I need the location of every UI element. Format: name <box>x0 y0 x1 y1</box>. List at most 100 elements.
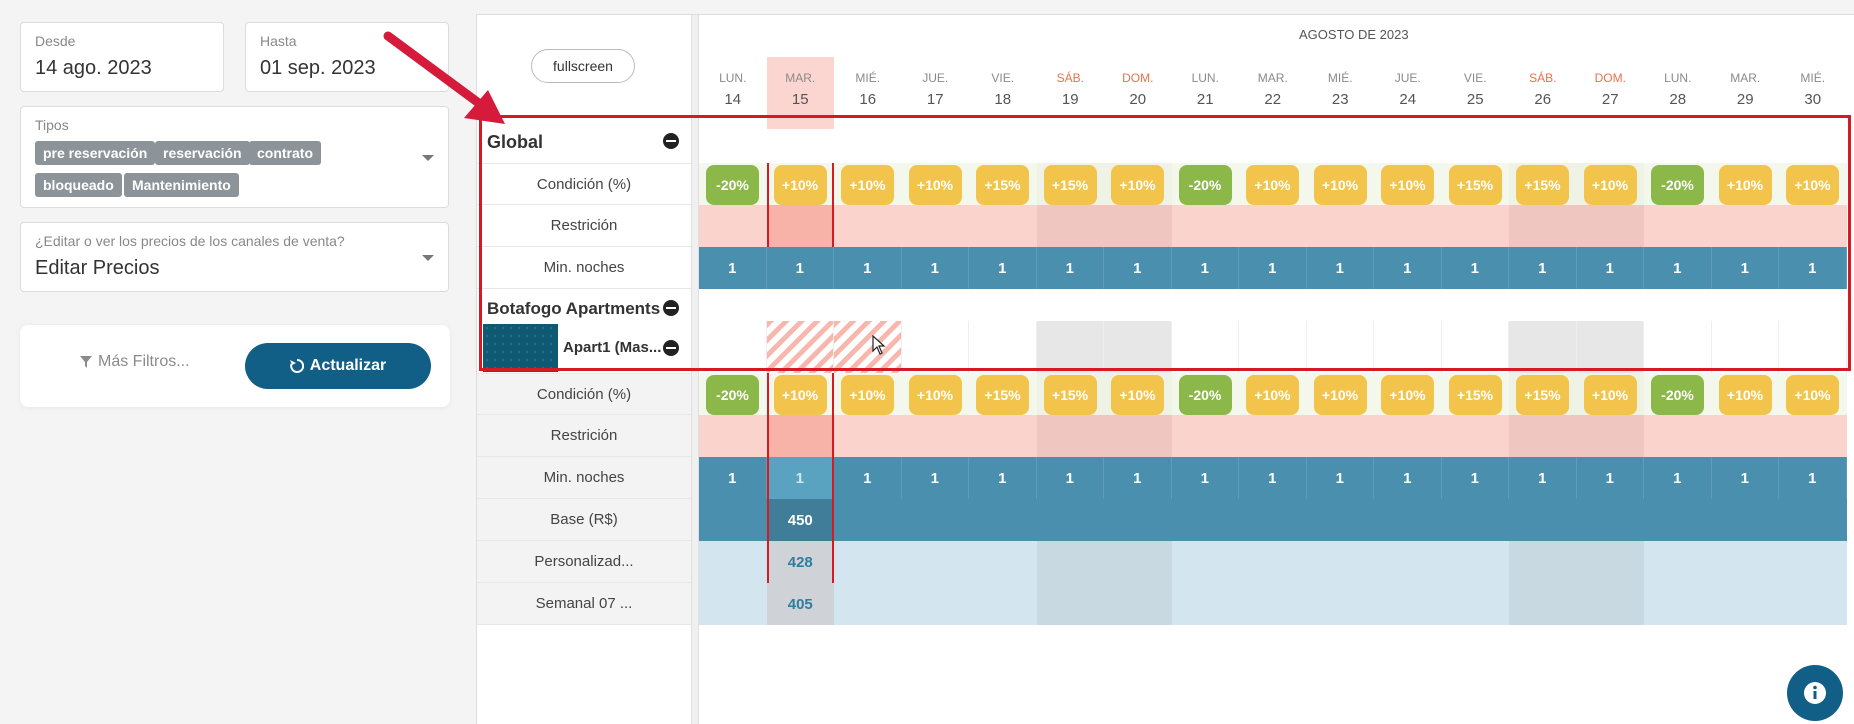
min-nights-cell[interactable]: 1 <box>699 247 767 289</box>
restriction-cell[interactable] <box>1374 415 1442 457</box>
weekly-price-cell[interactable] <box>1036 583 1104 625</box>
condition-cell[interactable]: +15% <box>1441 163 1509 205</box>
weekly-price-cell[interactable] <box>1239 583 1307 625</box>
restriction-cell[interactable] <box>1441 205 1509 247</box>
min-nights-cell[interactable]: 1 <box>766 457 834 499</box>
condition-badge[interactable]: +10% <box>1786 165 1839 205</box>
custom-price-cell[interactable] <box>1171 541 1239 583</box>
weekly-price-cell[interactable]: 405 <box>766 583 834 625</box>
condition-cell[interactable]: +10% <box>1576 163 1644 205</box>
collapse-icon[interactable] <box>663 340 679 356</box>
restriction-cell[interactable] <box>1711 415 1779 457</box>
desde-field[interactable]: Desde 14 ago. 2023 <box>20 22 224 92</box>
condition-cell[interactable]: +15% <box>1509 163 1577 205</box>
restriction-cell[interactable] <box>1306 415 1374 457</box>
tipo-chip[interactable]: Mantenimiento <box>124 173 239 197</box>
restriction-cell[interactable] <box>1104 205 1172 247</box>
min-nights-cell[interactable]: 1 <box>1239 247 1307 289</box>
weekly-price-cell[interactable] <box>1306 583 1374 625</box>
restriction-cell[interactable] <box>766 205 834 247</box>
weekly-price-cell[interactable] <box>1644 583 1712 625</box>
min-nights-cell[interactable]: 1 <box>1239 457 1307 499</box>
base-price-cell[interactable] <box>1644 499 1712 541</box>
availability-cell[interactable] <box>1036 321 1104 373</box>
condition-cell[interactable]: -20% <box>1644 373 1712 415</box>
condition-cell[interactable]: +10% <box>1306 163 1374 205</box>
min-nights-cell[interactable]: 1 <box>834 457 902 499</box>
restriction-cell[interactable] <box>834 205 902 247</box>
min-nights-cell[interactable]: 1 <box>1306 247 1374 289</box>
condition-badge[interactable]: -20% <box>706 375 759 415</box>
restriction-cell[interactable] <box>1374 205 1442 247</box>
condition-cell[interactable]: +10% <box>1576 373 1644 415</box>
weekly-price-cell[interactable] <box>901 583 969 625</box>
min-nights-cell[interactable]: 1 <box>1509 247 1577 289</box>
restriction-cell[interactable] <box>1779 205 1847 247</box>
condition-cell[interactable]: +10% <box>901 163 969 205</box>
refresh-button[interactable]: Actualizar <box>245 343 431 389</box>
condition-badge[interactable]: +10% <box>1583 165 1637 205</box>
weekly-price-cell[interactable] <box>1576 583 1644 625</box>
tipo-chip[interactable]: bloqueado <box>35 173 122 197</box>
restriction-cell[interactable] <box>699 205 767 247</box>
weekly-price-cell[interactable] <box>1441 583 1509 625</box>
condition-cell[interactable]: +10% <box>1239 163 1307 205</box>
condition-badge[interactable]: +15% <box>1516 165 1569 205</box>
more-filters-link[interactable]: Más Filtros... <box>80 353 190 371</box>
restriction-cell[interactable] <box>1576 415 1644 457</box>
condition-cell[interactable]: +10% <box>1104 163 1172 205</box>
custom-price-cell[interactable] <box>834 541 902 583</box>
restriction-cell[interactable] <box>1509 415 1577 457</box>
base-price-cell[interactable] <box>1036 499 1104 541</box>
condition-badge[interactable]: +10% <box>1111 165 1164 205</box>
min-nights-cell[interactable]: 1 <box>969 247 1037 289</box>
restriction-cell[interactable] <box>1644 415 1712 457</box>
availability-cell[interactable] <box>1104 321 1172 373</box>
min-nights-cell[interactable]: 1 <box>766 247 834 289</box>
condition-badge[interactable]: +15% <box>1448 165 1502 205</box>
condition-badge[interactable]: +15% <box>1043 165 1097 205</box>
base-price-cell[interactable] <box>834 499 902 541</box>
condition-badge[interactable]: +10% <box>841 165 894 205</box>
min-nights-cell[interactable]: 1 <box>1441 247 1509 289</box>
tipo-chip[interactable]: reservación <box>155 141 250 165</box>
base-price-cell[interactable]: 450 <box>766 499 834 541</box>
condition-cell[interactable]: +10% <box>1711 163 1779 205</box>
resize-handle[interactable] <box>691 15 699 724</box>
min-nights-cell[interactable]: 1 <box>969 457 1037 499</box>
condition-cell[interactable]: +10% <box>1374 163 1442 205</box>
min-nights-cell[interactable]: 1 <box>1104 457 1172 499</box>
condition-badge[interactable]: +10% <box>1381 165 1434 205</box>
weekly-price-cell[interactable] <box>1711 583 1779 625</box>
fullscreen-button[interactable]: fullscreen <box>531 49 635 83</box>
info-button[interactable] <box>1787 665 1843 721</box>
condition-cell[interactable]: +15% <box>969 373 1037 415</box>
restriction-cell[interactable] <box>1036 415 1104 457</box>
min-nights-cell[interactable]: 1 <box>1576 247 1644 289</box>
availability-cell[interactable] <box>1306 321 1374 373</box>
condition-badge[interactable]: +10% <box>908 165 962 205</box>
condition-cell[interactable]: +15% <box>1036 163 1104 205</box>
min-nights-cell[interactable]: 1 <box>1374 457 1442 499</box>
custom-price-cell[interactable] <box>1644 541 1712 583</box>
condition-badge[interactable]: +10% <box>1313 165 1367 205</box>
base-price-cell[interactable] <box>1509 499 1577 541</box>
base-price-cell[interactable] <box>1374 499 1442 541</box>
restriction-cell[interactable] <box>1171 415 1239 457</box>
custom-price-cell[interactable] <box>1576 541 1644 583</box>
min-nights-cell[interactable]: 1 <box>1036 247 1104 289</box>
condition-badge[interactable]: +10% <box>1718 165 1772 205</box>
availability-cell[interactable] <box>1644 321 1712 373</box>
condition-badge[interactable]: +10% <box>1786 375 1839 415</box>
condition-cell[interactable]: +10% <box>1779 163 1847 205</box>
restriction-cell[interactable] <box>1306 205 1374 247</box>
condition-badge[interactable]: +10% <box>1246 165 1299 205</box>
min-nights-cell[interactable]: 1 <box>901 457 969 499</box>
condition-badge[interactable]: +15% <box>976 375 1029 415</box>
condition-cell[interactable]: +10% <box>1374 373 1442 415</box>
channel-select[interactable]: ¿Editar o ver los precios de los canales… <box>20 222 449 292</box>
condition-badge[interactable]: +10% <box>1583 375 1637 415</box>
condition-cell[interactable]: -20% <box>1171 163 1239 205</box>
condition-cell[interactable]: +10% <box>1104 373 1172 415</box>
chevron-down-icon[interactable] <box>422 255 434 261</box>
